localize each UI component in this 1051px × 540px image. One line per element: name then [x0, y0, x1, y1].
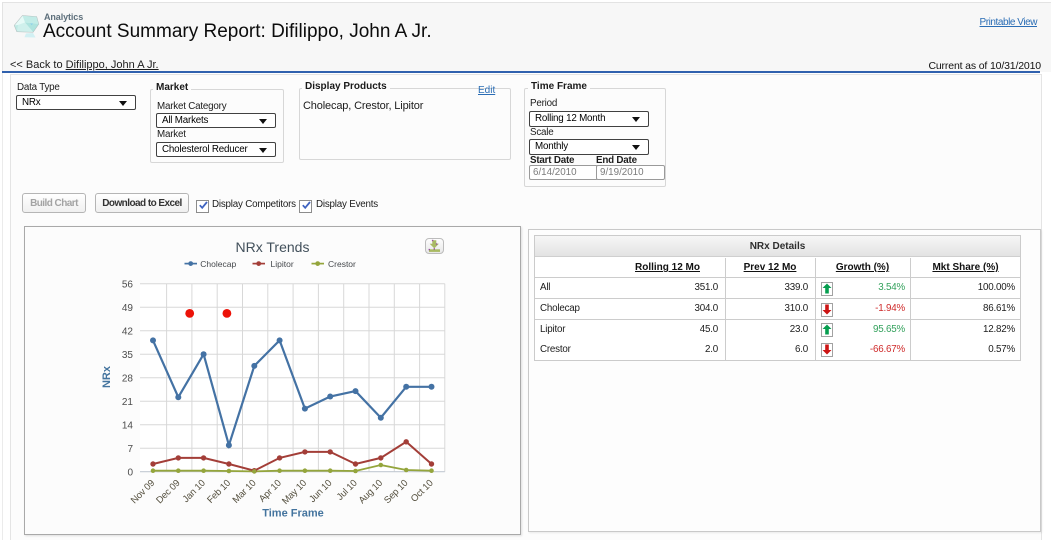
svg-text:0: 0 [127, 468, 133, 479]
svg-text:Lipitor: Lipitor [271, 259, 294, 269]
svg-text:7: 7 [127, 444, 133, 455]
svg-text:56: 56 [122, 280, 134, 291]
svg-text:Feb 10: Feb 10 [205, 478, 233, 506]
svg-text:Nov 09: Nov 09 [129, 478, 157, 506]
svg-text:28: 28 [122, 374, 134, 385]
svg-text:21: 21 [122, 397, 134, 408]
svg-text:Time Frame: Time Frame [262, 508, 324, 520]
svg-text:Jul 10: Jul 10 [335, 478, 360, 503]
svg-text:49: 49 [122, 303, 134, 314]
svg-text:42: 42 [122, 327, 134, 338]
svg-text:Jan 10: Jan 10 [181, 478, 208, 505]
svg-text:Aug 10: Aug 10 [357, 478, 385, 506]
svg-text:NRx: NRx [101, 365, 113, 388]
svg-text:Apr 10: Apr 10 [257, 478, 284, 505]
svg-text:Dec 09: Dec 09 [154, 478, 182, 506]
svg-text:Jun 10: Jun 10 [307, 478, 334, 505]
svg-text:Sep 10: Sep 10 [382, 478, 410, 506]
svg-text:Crestor: Crestor [328, 259, 356, 269]
svg-text:14: 14 [122, 421, 134, 432]
svg-text:Cholecap: Cholecap [200, 259, 236, 269]
svg-text:35: 35 [122, 350, 134, 361]
svg-text:Oct 10: Oct 10 [409, 478, 436, 505]
svg-text:May 10: May 10 [280, 478, 309, 507]
svg-text:Mar 10: Mar 10 [231, 478, 259, 506]
